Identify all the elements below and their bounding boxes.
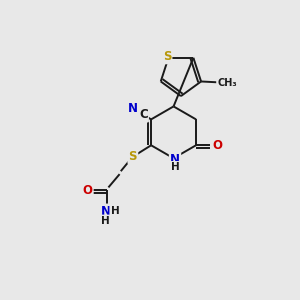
Text: H: H [101, 216, 110, 226]
Text: H: H [110, 206, 119, 216]
Text: O: O [82, 184, 92, 197]
Text: H: H [171, 162, 179, 172]
Text: S: S [129, 150, 137, 163]
Text: N: N [128, 102, 138, 115]
Text: O: O [212, 139, 222, 152]
Text: C: C [139, 108, 148, 121]
Text: N: N [101, 205, 111, 218]
Text: CH₃: CH₃ [217, 78, 237, 88]
Text: N: N [170, 153, 180, 166]
Text: S: S [163, 50, 171, 63]
